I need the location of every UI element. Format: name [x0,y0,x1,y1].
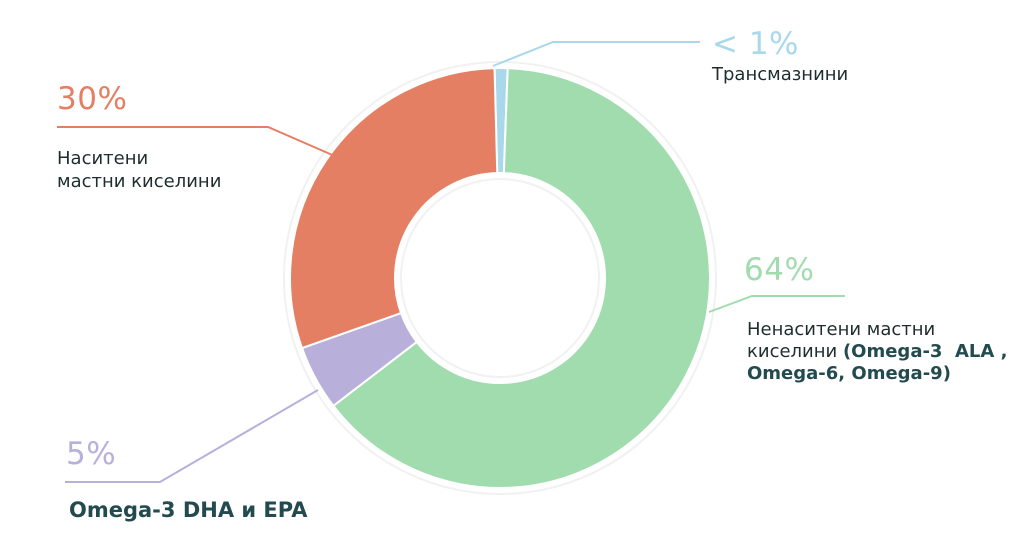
label-sat-line2: мастни киселини [57,171,222,192]
label-omega-pct: 5% [66,436,117,472]
outer-ring [283,61,717,495]
label-trans-pct: < 1% [712,26,800,62]
label-trans-name: Трансмазнини [712,64,849,85]
inner-ring [400,178,600,378]
label-omega-name: Omega-3 DHA и EPA [69,498,308,522]
label-unsat-line1: Ненаситени мастни [747,319,936,340]
leader-line-trans [492,41,700,67]
leader-line-unsat [708,295,845,313]
label-unsat-pct: 64% [744,252,815,288]
label-unsat-line2-plain: киселини [747,341,843,362]
label-sat-line1: Наситени [57,148,149,169]
leader-line-sat [57,126,338,158]
label-unsat-line2-bold: (Omega-3 ALA , [842,341,1008,362]
pie-slice-1 [331,67,711,489]
slices-group [289,67,711,489]
label-unsat-line3: Omega-6, Omega-9) [747,363,951,384]
leader-line-omega [65,389,319,483]
label-unsat-line2: киселини (Omega-3 ALA , [747,341,1007,363]
leader-lines-group [57,41,845,483]
label-sat-pct: 30% [57,81,128,117]
pie-slice-3 [289,67,499,350]
